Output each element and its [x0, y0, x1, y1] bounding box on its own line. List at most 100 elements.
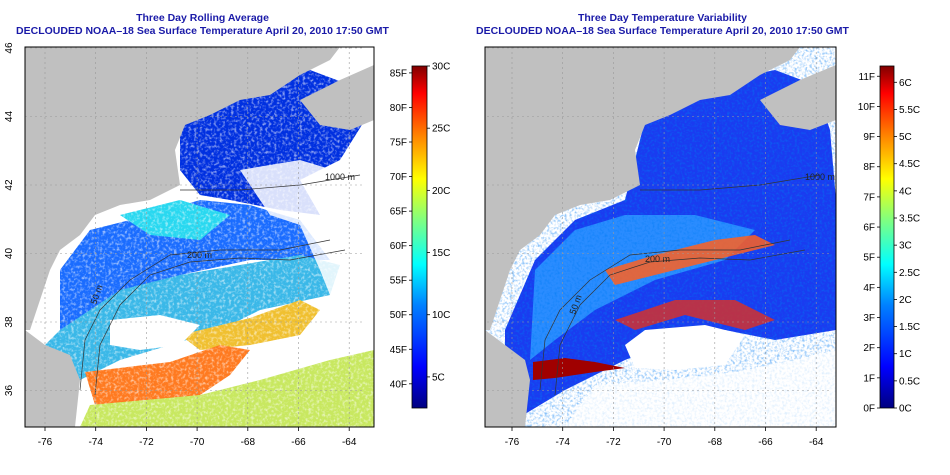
latitude-axis: 46 44 42 40 38 36 — [4, 42, 15, 396]
right-map-area: 200 m 50 m 1000 m — [485, 47, 836, 427]
map-frame — [484, 46, 837, 428]
map-grid — [485, 47, 832, 427]
lon-tick-label: -74 — [88, 437, 103, 448]
cloud-gap — [565, 350, 836, 427]
colorbar-f-label: 55F — [390, 276, 407, 287]
lon-tick-label: -66 — [758, 437, 773, 448]
contour-label-1000m: 1000 m — [805, 172, 835, 182]
colorbar-f-label: 4F — [863, 283, 875, 294]
left-colorbar-labels: 85F 80F 75F 70F 65F 60F 55F 50F 45F 40F 30C 25C 20C 1… — [390, 62, 451, 391]
left-sst-map-panel: 200 m 50 m 1000 m -76 -74 -72 -70 -68 -66 -64 … — [4, 42, 451, 448]
lon-tick-label: -70 — [190, 437, 205, 448]
colorbar-f-label: 85F — [390, 68, 407, 79]
colorbar-f-label: 1F — [863, 373, 875, 384]
colorbar-f-label: 11F — [859, 72, 876, 83]
lat-tick-label: 38 — [4, 316, 15, 328]
colorbar-c-label: 0C — [899, 404, 912, 415]
land-mass — [25, 47, 340, 330]
contour-label-1000m: 1000 m — [325, 172, 355, 182]
colorbar-c-label: 2.5C — [899, 268, 920, 279]
colorbar-f-label: 80F — [390, 103, 407, 114]
colorbar-f-label: 7F — [863, 192, 875, 203]
colorbar-c-label: 4C — [899, 186, 912, 197]
colorbar-c-label: 3C — [899, 241, 912, 252]
land-mass — [485, 47, 800, 330]
right-colorbar — [879, 65, 895, 409]
colorbar-c-label: 25C — [432, 124, 450, 135]
colorbar-c-label: 3.5C — [899, 214, 920, 225]
colorbar-c-label: 4.5C — [899, 159, 920, 170]
colorbar-f-label: 0F — [863, 404, 875, 415]
colorbar-f-label: 40F — [390, 379, 407, 390]
depth-contour-200m — [94, 249, 346, 396]
colorbar-f-label: 60F — [390, 241, 407, 252]
lon-tick-label: -72 — [606, 437, 621, 448]
lat-tick-label: 40 — [4, 248, 15, 260]
longitude-axis: -76 -74 -72 -70 -68 -66 -64 — [505, 427, 824, 448]
colorbar-c-label: 5C — [432, 372, 445, 383]
colorbar-c-label: 6C — [899, 78, 912, 89]
cloud-gap — [240, 160, 374, 330]
colorbar-f-label: 2F — [863, 343, 875, 354]
colorbar-c-label: 2C — [899, 295, 912, 306]
left-map-area: 200 m 50 m 1000 m — [25, 47, 374, 427]
lon-tick-label: -72 — [139, 437, 154, 448]
lon-tick-label: -68 — [241, 437, 256, 448]
colorbar-c-label: 30C — [432, 62, 450, 73]
left-map-subtitle: DECLOUDED NOAA–18 Sea Surface Temperatur… — [16, 25, 389, 37]
colorbar-f-label: 45F — [390, 345, 407, 356]
colorbar-f-label: 10F — [858, 102, 875, 113]
colorbar-f-label: 9F — [863, 132, 875, 143]
colorbar-c-label: 1.5C — [899, 322, 920, 333]
colorbar-f-label: 70F — [390, 172, 407, 183]
colorbar-c-label: 1C — [899, 349, 912, 360]
right-map-title: Three Day Temperature Variability — [577, 12, 748, 24]
right-map-subtitle: DECLOUDED NOAA–18 Sea Surface Temperatur… — [476, 25, 849, 37]
lon-tick-label: -76 — [505, 437, 520, 448]
colorbar-f-label: 75F — [390, 138, 407, 149]
depth-contour-50m — [79, 239, 331, 391]
longitude-axis: -76 -74 -72 -70 -68 -66 -64 — [38, 427, 357, 448]
high-variability-gulf-stream — [533, 358, 625, 380]
depth-contour-50m — [539, 239, 791, 391]
colorbar-c-label: 0.5C — [899, 376, 920, 387]
lon-tick-label: -64 — [342, 437, 357, 448]
colorbar-c-label: 10C — [432, 310, 450, 321]
lat-tick-label: 36 — [4, 385, 15, 397]
colorbar-f-label: 5F — [863, 253, 875, 264]
colorbar-c-label: 15C — [432, 248, 450, 259]
depth-contour-1000m — [180, 174, 361, 191]
colorbar-f-label: 3F — [863, 313, 875, 324]
lon-tick-label: -66 — [291, 437, 306, 448]
colorbar-f-label: 8F — [863, 162, 875, 173]
depth-contour-1000m — [640, 174, 821, 191]
colorbar-c-label: 20C — [432, 186, 450, 197]
contour-label-200m: 200 m — [645, 254, 670, 264]
left-map-title: Three Day Rolling Average — [136, 12, 269, 24]
lon-tick-label: -76 — [38, 437, 53, 448]
nova-scotia-land — [760, 65, 836, 130]
left-colorbar — [411, 65, 428, 409]
map-frame — [24, 46, 375, 428]
depth-contour-200m — [554, 249, 806, 396]
lat-tick-label: 42 — [4, 179, 15, 191]
map-grid — [25, 47, 365, 427]
right-variability-map-panel: 200 m 50 m 1000 m -76 -74 -72 -70 -68 -66 -64 … — [484, 46, 920, 448]
colorbar-f-label: 50F — [390, 310, 407, 321]
lon-tick-label: -64 — [809, 437, 824, 448]
lon-tick-label: -70 — [657, 437, 672, 448]
lon-tick-label: -68 — [708, 437, 723, 448]
coast-land — [485, 330, 530, 427]
colorbar-f-label: 65F — [390, 207, 407, 218]
lat-tick-label: 46 — [4, 42, 15, 54]
coast-land — [25, 330, 80, 427]
nova-scotia-land — [300, 65, 374, 130]
high-variability-front — [605, 235, 775, 285]
colorbar-c-label: 5.5C — [899, 105, 920, 116]
lon-tick-label: -74 — [555, 437, 570, 448]
colorbar-c-label: 5C — [899, 132, 912, 143]
right-colorbar-labels: 11F 10F 9F 8F 7F 6F 5F 4F 3F 2F 1F 0F 6C 5.5C 5C 4.5C 4C… — [858, 72, 920, 415]
high-variability-front — [615, 300, 775, 330]
cloud-gap — [110, 315, 200, 350]
colorbar-f-label: 6F — [863, 223, 875, 234]
